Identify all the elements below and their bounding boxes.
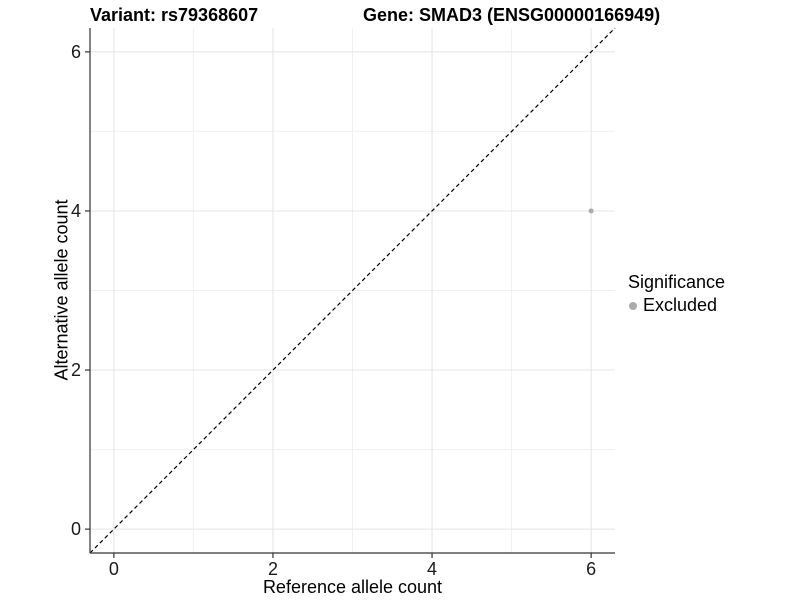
identity-reference-line xyxy=(89,27,616,554)
legend-item-excluded: Excluded xyxy=(628,295,725,316)
x-tick-label: 2 xyxy=(268,559,278,579)
x-tick-label: 0 xyxy=(109,559,119,579)
plot-title-gene: Gene: SMAD3 (ENSG00000166949) xyxy=(363,5,661,25)
x-tick-label: 4 xyxy=(427,559,437,579)
plot-title-variant: Variant: rs79368607 xyxy=(90,5,259,25)
legend: Significance Excluded xyxy=(628,272,725,316)
y-tick-label: 2 xyxy=(71,360,81,380)
legend-title: Significance xyxy=(628,272,726,292)
legend-item-label: Excluded xyxy=(643,295,718,315)
x-axis-label: Reference allele count xyxy=(262,577,443,597)
data-point-excluded xyxy=(588,208,594,214)
y-tick-label: 4 xyxy=(71,201,81,221)
x-tick-label: 6 xyxy=(586,559,596,579)
y-tick-label: 0 xyxy=(71,519,81,539)
y-axis-label: Alternative allele count xyxy=(51,199,72,381)
legend-point-icon xyxy=(629,301,637,310)
y-tick-label: 6 xyxy=(71,42,81,62)
